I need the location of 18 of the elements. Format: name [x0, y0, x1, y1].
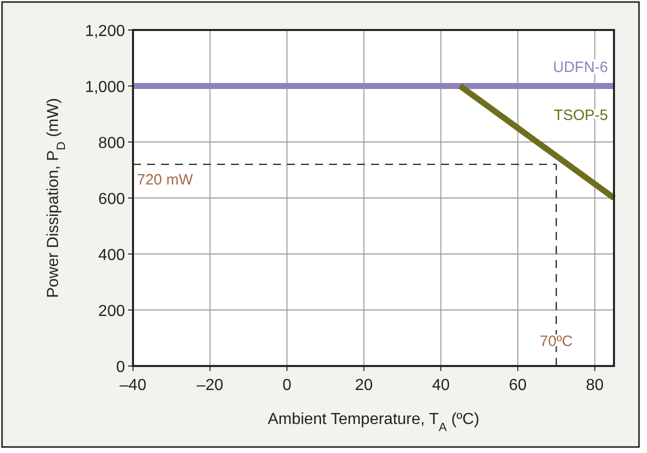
y-tick-label: 0 [116, 359, 126, 376]
x-tick-label: 40 [432, 377, 450, 394]
ref-line-label: 70ºC [540, 333, 573, 350]
x-tick-label: –40 [120, 377, 146, 394]
x-tick-label: 0 [282, 377, 292, 394]
x-tick-label: 60 [508, 377, 527, 394]
y-tick-label: 1,000 [84, 79, 126, 96]
y-tick-label: 1,200 [84, 23, 126, 40]
x-tick-label: 80 [586, 377, 604, 394]
y-tick-label: 800 [98, 135, 126, 152]
y-tick-label: 600 [98, 191, 126, 208]
x-tick-label: 20 [354, 377, 373, 394]
x-tick-label: –20 [196, 377, 224, 394]
series-label: TSOP-5 [554, 107, 608, 124]
x-axis-title: Ambient Temperature, T$_{A}$ (ºC) [268, 411, 480, 434]
y-tick-label: 200 [98, 303, 126, 320]
y-tick-label: 400 [98, 247, 126, 264]
ref-line-label: 720 mW [137, 171, 194, 188]
